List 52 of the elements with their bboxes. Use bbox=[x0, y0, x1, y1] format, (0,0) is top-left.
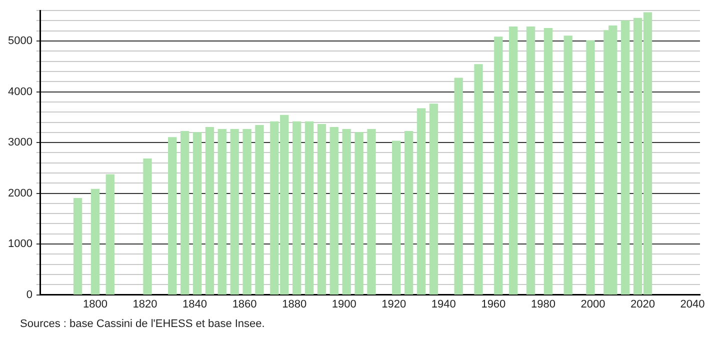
x-tick-label: 1960 bbox=[481, 298, 506, 310]
bar bbox=[90, 188, 100, 295]
bar bbox=[192, 132, 202, 295]
x-tick-label: 1840 bbox=[182, 298, 208, 310]
bar bbox=[218, 129, 226, 295]
y-tick-label: 3000 bbox=[8, 136, 32, 149]
x-tick-label: 1940 bbox=[431, 298, 456, 310]
x-tick-label: 1980 bbox=[530, 298, 556, 310]
bar bbox=[317, 124, 326, 295]
bar bbox=[242, 129, 252, 295]
y-tick-label: 0 bbox=[26, 288, 32, 301]
bar bbox=[367, 129, 376, 295]
x-tick-label: 1880 bbox=[282, 298, 307, 310]
bar bbox=[330, 126, 338, 295]
x-tick-label: 2000 bbox=[580, 298, 606, 310]
bar bbox=[392, 140, 401, 295]
x-tick-label: 2040 bbox=[680, 298, 705, 310]
bar bbox=[586, 40, 595, 295]
bar bbox=[230, 129, 239, 295]
x-tick-label: 1900 bbox=[332, 298, 356, 310]
bar bbox=[564, 36, 572, 295]
x-tick-label: 1820 bbox=[132, 298, 158, 310]
bar bbox=[526, 26, 536, 295]
bar bbox=[474, 64, 483, 295]
y-tick-label: 4000 bbox=[8, 86, 32, 98]
x-tick-label: 1800 bbox=[82, 298, 108, 310]
x-tick-label: 2020 bbox=[630, 298, 655, 310]
x-tick-label: 1860 bbox=[232, 298, 257, 310]
bar bbox=[354, 132, 364, 295]
bar bbox=[494, 36, 503, 295]
bar bbox=[292, 121, 302, 295]
bar bbox=[429, 104, 438, 295]
bar bbox=[454, 78, 463, 295]
bar bbox=[621, 20, 630, 295]
bar bbox=[304, 121, 314, 295]
y-tick-label: 1000 bbox=[8, 238, 32, 250]
bar bbox=[342, 129, 351, 295]
bar bbox=[255, 124, 264, 295]
bar bbox=[168, 137, 177, 295]
y-tick-label: 5000 bbox=[8, 35, 32, 48]
x-tick-label: 1920 bbox=[382, 298, 406, 310]
bar bbox=[180, 131, 190, 295]
bar bbox=[544, 28, 553, 295]
bar bbox=[416, 108, 426, 295]
bar bbox=[205, 126, 214, 295]
y-tick-label: 2000 bbox=[8, 187, 32, 200]
bar bbox=[106, 174, 114, 295]
bar bbox=[404, 131, 414, 295]
source-note: Sources : base Cassini de l'EHESS et base Insee. bbox=[20, 318, 265, 330]
bar bbox=[143, 158, 152, 295]
bar bbox=[73, 198, 82, 295]
bar bbox=[509, 26, 518, 295]
